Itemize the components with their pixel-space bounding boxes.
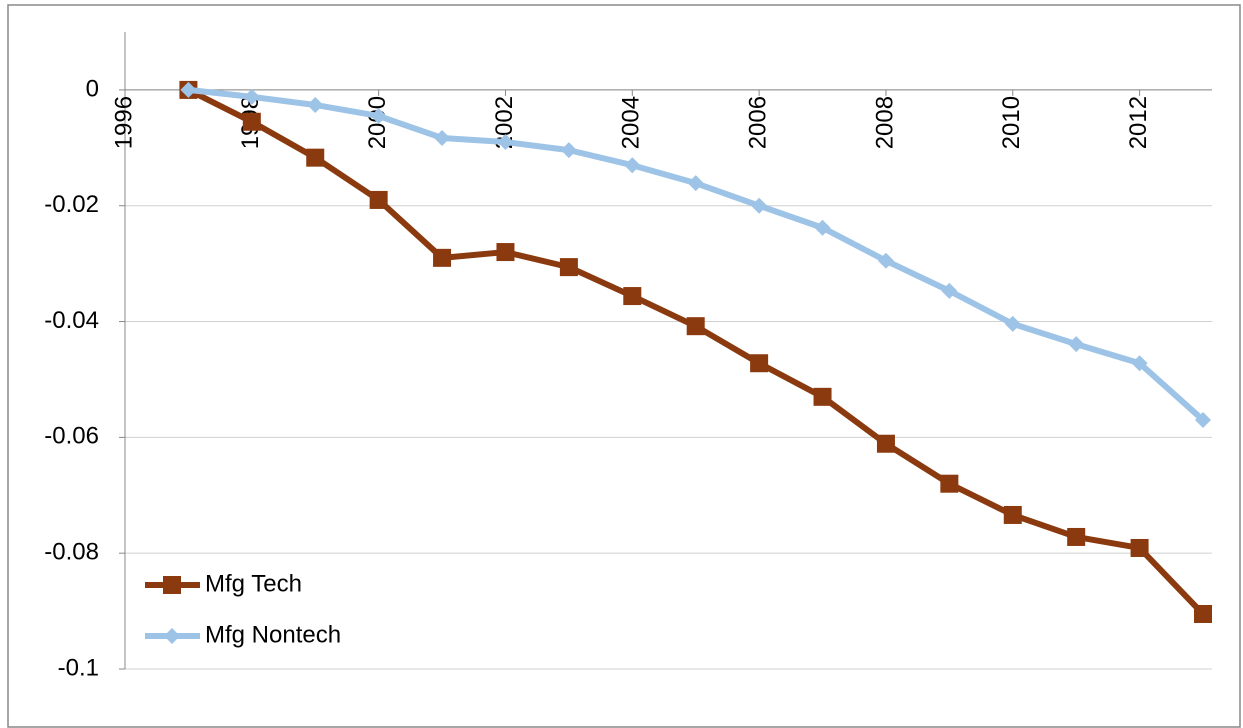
marker bbox=[434, 129, 451, 146]
marker bbox=[370, 107, 387, 124]
legend-label: Mfg Nontech bbox=[205, 621, 341, 648]
x-tick-label: 1996 bbox=[110, 96, 137, 149]
marker bbox=[1131, 355, 1148, 372]
marker bbox=[1194, 604, 1212, 623]
y-tick-label: -0.1 bbox=[58, 654, 99, 681]
marker bbox=[687, 175, 704, 192]
marker bbox=[306, 148, 325, 167]
marker bbox=[1067, 527, 1086, 546]
marker bbox=[559, 258, 578, 277]
legend-marker bbox=[163, 576, 181, 594]
y-tick-label: -0.06 bbox=[44, 423, 99, 450]
marker bbox=[560, 142, 577, 159]
marker bbox=[876, 434, 895, 453]
marker bbox=[624, 157, 641, 174]
marker bbox=[242, 112, 261, 131]
marker bbox=[751, 197, 768, 214]
legend-label: Mfg Tech bbox=[205, 570, 302, 597]
x-tick-label: 2008 bbox=[871, 96, 898, 149]
marker bbox=[1003, 505, 1022, 524]
chart-frame bbox=[7, 4, 1241, 728]
marker bbox=[813, 387, 832, 406]
marker bbox=[1130, 538, 1149, 557]
marker bbox=[1068, 336, 1085, 353]
x-tick-label: 2004 bbox=[618, 96, 645, 149]
marker bbox=[877, 252, 894, 269]
marker bbox=[243, 88, 260, 105]
x-tick-label: 2006 bbox=[744, 96, 771, 149]
marker bbox=[307, 96, 324, 113]
marker bbox=[496, 243, 515, 262]
marker bbox=[623, 287, 642, 306]
marker bbox=[941, 282, 958, 299]
marker bbox=[686, 317, 705, 336]
marker bbox=[940, 474, 959, 493]
y-tick-label: -0.02 bbox=[44, 191, 99, 218]
marker bbox=[433, 248, 452, 267]
x-tick-label: 2010 bbox=[998, 96, 1025, 149]
marker bbox=[750, 354, 769, 373]
marker bbox=[180, 81, 197, 98]
y-tick-label: -0.08 bbox=[44, 539, 99, 566]
marker bbox=[814, 219, 831, 236]
marker bbox=[497, 134, 514, 151]
marker bbox=[1195, 411, 1211, 428]
y-tick-label: -0.04 bbox=[44, 307, 99, 334]
x-tick-label: 2012 bbox=[1125, 96, 1152, 149]
marker bbox=[1004, 315, 1021, 332]
marker bbox=[369, 190, 388, 209]
y-tick-label: 0 bbox=[86, 75, 99, 102]
legend-marker bbox=[164, 628, 180, 644]
